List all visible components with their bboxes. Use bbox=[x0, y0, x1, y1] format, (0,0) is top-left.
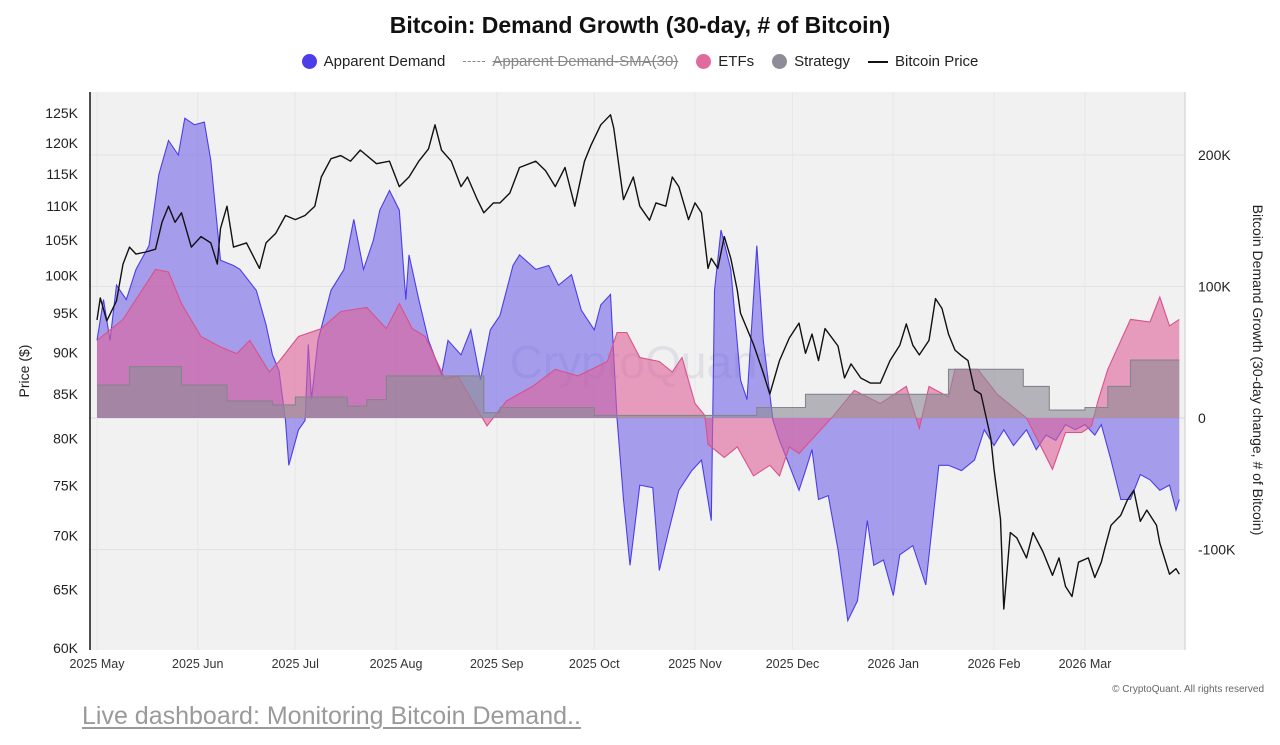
legend-label: Bitcoin Price bbox=[895, 53, 979, 70]
legend-item-strategy[interactable]: Strategy bbox=[772, 53, 850, 70]
legend-label: Apparent Demand-SMA(30) bbox=[492, 53, 679, 70]
price-line-icon bbox=[868, 60, 888, 63]
x-axis-tick-label: 2025 Oct bbox=[569, 657, 620, 671]
live-dashboard-link[interactable]: Live dashboard: Monitoring Bitcoin Deman… bbox=[82, 702, 581, 730]
left-axis-tick-label: 95K bbox=[53, 305, 79, 321]
strategy-swatch-icon bbox=[772, 54, 788, 69]
bitcoin-price-line bbox=[96, 114, 1180, 610]
legend-label: Strategy bbox=[794, 53, 850, 70]
legend-item-bitcoin-price[interactable]: Bitcoin Price bbox=[868, 53, 978, 70]
etfs-area bbox=[97, 269, 1180, 476]
etfs-outline bbox=[96, 268, 1180, 477]
left-axis-tick-label: 110K bbox=[46, 198, 78, 214]
x-axis-tick-label: 2025 Jun bbox=[172, 657, 223, 671]
right-axis-tick-label: 100K bbox=[1198, 279, 1231, 295]
etfs-swatch-icon bbox=[696, 54, 712, 69]
left-axis-tick-label: 60K bbox=[53, 640, 79, 656]
x-axis-tick-label: 2025 Aug bbox=[370, 657, 423, 671]
x-axis-tick-label: 2025 May bbox=[70, 657, 126, 671]
left-axis-tick-label: 75K bbox=[53, 477, 79, 493]
x-axis-tick-label: 2026 Jan bbox=[868, 657, 919, 671]
left-axis-tick-label: 100K bbox=[45, 268, 78, 284]
left-axis-tick-label: 125K bbox=[45, 105, 78, 121]
legend: Apparent Demand Apparent Demand-SMA(30) … bbox=[0, 53, 1280, 70]
strategy-area bbox=[97, 360, 1180, 418]
x-axis-tick-label: 2026 Mar bbox=[1059, 657, 1112, 671]
left-axis-tick-label: 120K bbox=[45, 135, 78, 151]
x-axis-tick-label: 2025 Sep bbox=[470, 657, 524, 671]
legend-item-apparent-demand[interactable]: Apparent Demand bbox=[301, 53, 446, 70]
sma-dashed-line-icon bbox=[463, 61, 486, 62]
apparent-demand-area bbox=[97, 118, 1180, 621]
legend-label: ETFs bbox=[718, 53, 755, 70]
legend-item-apparent-demand-sma[interactable]: Apparent Demand-SMA(30) bbox=[463, 53, 678, 70]
x-axis-tick-label: 2025 Nov bbox=[668, 657, 722, 671]
legend-label: Apparent Demand bbox=[323, 53, 446, 70]
copyright-notice: © CryptoQuant. All rights reserved bbox=[1112, 684, 1264, 695]
left-axis-tick-label: 90K bbox=[53, 344, 79, 360]
left-axis-tick-label: 115K bbox=[46, 166, 78, 182]
right-axis-title: Bitcoin Demand Growth (30-day change, # … bbox=[1250, 205, 1266, 536]
left-axis-tick-label: 85K bbox=[53, 386, 79, 402]
left-axis-tick-label: 70K bbox=[53, 528, 79, 544]
left-axis-tick-label: 80K bbox=[53, 430, 79, 446]
chart-title: Bitcoin: Demand Growth (30-day, # of Bit… bbox=[389, 12, 891, 38]
left-axis-title: Price ($) bbox=[16, 345, 32, 398]
apparent-demand-swatch-icon bbox=[301, 54, 317, 69]
left-axis-tick-label: 65K bbox=[53, 582, 79, 598]
left-axis-tick-label: 105K bbox=[45, 232, 78, 248]
legend-item-etfs[interactable]: ETFs bbox=[696, 53, 754, 70]
x-axis-tick-label: 2026 Feb bbox=[968, 657, 1021, 671]
right-axis-tick-label: -100K bbox=[1198, 542, 1236, 558]
x-axis-tick-label: 2025 Dec bbox=[766, 657, 820, 671]
right-axis-tick-label: 0 bbox=[1198, 410, 1206, 426]
strategy-outline bbox=[97, 359, 1180, 416]
x-axis-tick-label: 2025 Jul bbox=[272, 657, 319, 671]
right-axis-tick-label: 200K bbox=[1198, 147, 1231, 163]
